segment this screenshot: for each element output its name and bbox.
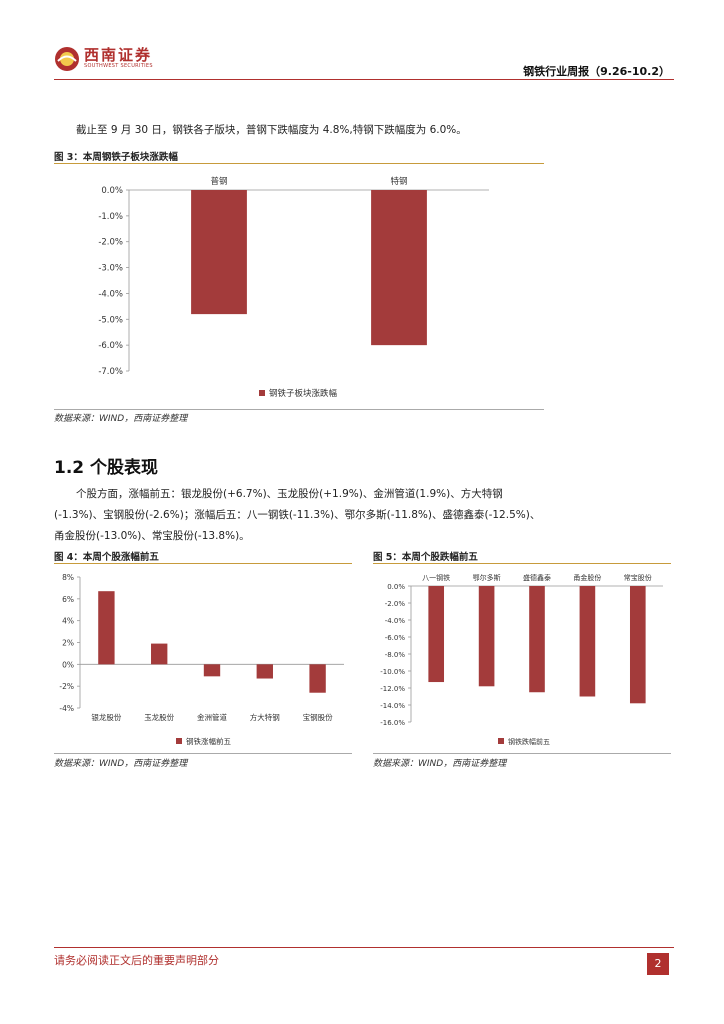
y-tick-label: -2.0% [98, 238, 123, 248]
intro-paragraph: 截止至 9 月 30 日，钢铁各子版块，普钢下跌幅度为 4.8%,特钢下跌幅度为… [76, 124, 467, 136]
category-label: 银龙股份 [91, 712, 121, 722]
footer-divider [54, 947, 674, 948]
bar [579, 586, 596, 697]
y-tick-label: 6% [62, 595, 74, 604]
company-logo: 西南证券 SOUTHWEST SECURITIES [54, 44, 204, 78]
legend-swatch [176, 738, 182, 744]
category-label: 鄂尔多斯 [473, 573, 501, 582]
y-tick-label: 8% [62, 573, 74, 582]
legend-label: 钢铁涨幅前五 [186, 736, 231, 746]
y-tick-label: -6.0% [98, 341, 123, 351]
y-tick-label: -12.0% [380, 685, 405, 693]
bar [203, 664, 221, 677]
header-divider [54, 79, 674, 80]
y-tick-label: -3.0% [98, 264, 123, 274]
y-tick-label: 0.0% [387, 583, 405, 591]
category-label: 特钢 [390, 176, 407, 187]
y-tick-label: -4% [59, 704, 74, 713]
report-title: 钢铁行业周报（9.26-10.2） [523, 65, 670, 78]
bar [629, 586, 646, 704]
bar [529, 586, 545, 693]
figure3-source: 数据来源：WIND，西南证券整理 [54, 414, 188, 424]
figure4-source: 数据来源：WIND，西南证券整理 [54, 759, 188, 769]
category-label: 宝钢股份 [303, 712, 333, 722]
y-tick-label: -2.0% [385, 600, 406, 608]
bar [428, 586, 445, 683]
y-tick-label: 4% [62, 617, 74, 626]
section-heading: 1.2 个股表现 [54, 458, 159, 478]
bar [191, 190, 247, 315]
bar [256, 664, 273, 679]
bar [478, 586, 495, 687]
figure5-label: 图 5：本周个股跌幅前五 [373, 552, 478, 563]
y-tick-label: -4.0% [98, 289, 123, 299]
category-label: 甬金股份 [573, 573, 601, 582]
y-tick-label: -4.0% [385, 617, 406, 625]
logo-emblem-icon [55, 47, 79, 71]
bar [371, 190, 427, 346]
y-tick-label: 0% [62, 660, 74, 669]
brand-name-cn: 西南证券 [84, 46, 153, 64]
figure4-label: 图 4：本周个股涨幅前五 [54, 552, 159, 563]
y-tick-label: -6.0% [385, 634, 406, 642]
category-label: 盛德鑫泰 [523, 573, 551, 582]
y-tick-label: 2% [62, 639, 74, 648]
category-label: 方大特钢 [250, 712, 280, 722]
y-tick-label: -14.0% [380, 702, 405, 710]
figure4-top-rule [54, 563, 352, 564]
category-label: 八一钢铁 [422, 573, 450, 582]
bar [98, 591, 115, 665]
section-paragraph: 个股方面，涨幅前五：银龙股份(+6.7%)、玉龙股份(+1.9%)、金洲管道(1… [54, 488, 541, 542]
figure3-chart: 0.0% -1.0% -2.0% -3.0% -4.0% -5.0% -6.0% -7.0% 普… [54, 165, 544, 413]
figure3-top-rule [54, 163, 544, 164]
category-label: 常宝股份 [624, 573, 652, 582]
y-tick-label: -2% [59, 682, 74, 691]
y-tick-label: -5.0% [98, 315, 123, 325]
legend-label: 钢铁跌幅前五 [508, 737, 550, 746]
legend-label: 钢铁子板块涨跌幅 [269, 388, 338, 399]
figure3-label: 图 3：本周钢铁子板块涨跌幅 [54, 152, 178, 163]
category-label: 金洲管道 [197, 712, 227, 722]
legend-swatch [259, 390, 265, 396]
figure5-top-rule [373, 563, 671, 564]
y-tick-label: -16.0% [380, 719, 405, 727]
y-tick-label: -8.0% [385, 651, 406, 659]
brand-name-en: SOUTHWEST SECURITIES [84, 63, 153, 69]
category-label: 玉龙股份 [144, 712, 174, 722]
y-tick-label: 0.0% [101, 186, 123, 196]
footer-disclaimer: 请务必阅读正文后的重要声明部分 [54, 954, 219, 967]
bar [309, 664, 326, 693]
figure5-chart: 0.0% -2.0% -4.0% -6.0% -8.0% -10.0% -12.0% -14.… [373, 565, 671, 757]
figure3-bottom-rule [54, 409, 544, 410]
bar [151, 643, 168, 665]
figure5-bottom-rule [373, 753, 671, 754]
legend-swatch [498, 738, 504, 744]
figure4-bottom-rule [54, 753, 352, 754]
y-tick-label: -1.0% [98, 212, 123, 222]
y-tick-label: -10.0% [380, 668, 405, 676]
figure5-source: 数据来源：WIND，西南证券整理 [373, 759, 507, 769]
figure4-chart: 8% 6% 4% 2% 0% -2% -4% 银龙股份 玉龙股份 金洲管道 方大特钢 宝钢股份钢铁涨幅… [54, 565, 352, 757]
page-number: 2 [647, 953, 669, 975]
y-tick-label: -7.0% [98, 367, 123, 377]
category-label: 普钢 [210, 176, 227, 187]
